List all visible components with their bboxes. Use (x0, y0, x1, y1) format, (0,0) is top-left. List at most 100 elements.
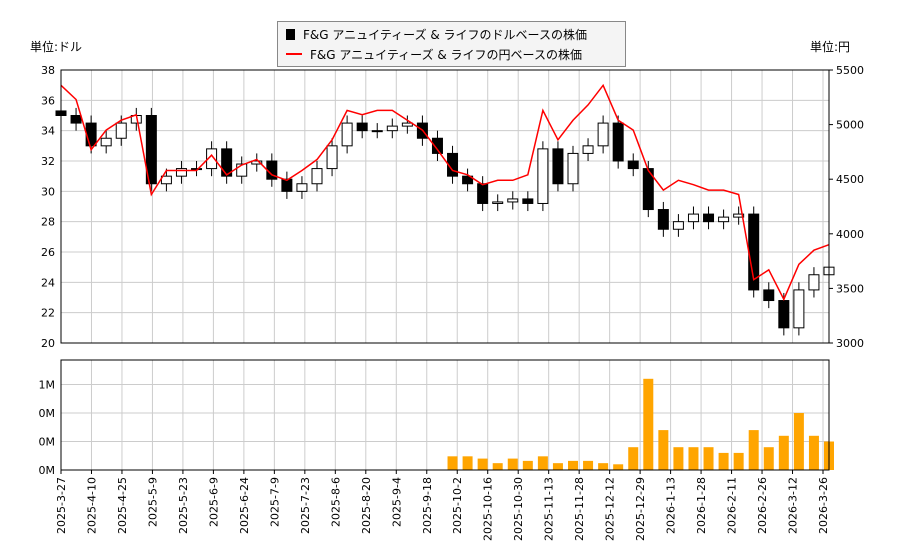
volume-bar (537, 456, 548, 470)
y-left-tick-label: 28 (41, 216, 55, 229)
y-left-tick-label: 24 (41, 276, 55, 289)
volume-bar (673, 447, 684, 470)
volume-bar (703, 447, 714, 470)
x-tick-label: 2025-9-18 (421, 477, 434, 534)
candle-body (733, 213, 745, 218)
x-tick-label: 2026-1-28 (695, 477, 708, 534)
candle-body (507, 198, 519, 203)
x-tick-label: 2025-11-28 (573, 477, 586, 541)
volume-bar (808, 435, 819, 470)
right-axis-unit: 単位:円 (810, 40, 851, 54)
y-left-tick-label: 30 (41, 185, 55, 198)
volume-bar (613, 464, 624, 470)
candle-body (431, 137, 443, 154)
x-tick-label: 2026-1-13 (665, 477, 678, 534)
x-tick-label: 2025-4-25 (116, 477, 129, 534)
candle-body (115, 122, 127, 139)
legend-line-icon (286, 53, 302, 55)
y-right-tick-label: 5000 (836, 119, 864, 132)
x-tick-label: 2025-12-29 (634, 477, 647, 541)
jpy-price-line (60, 83, 830, 302)
volume-bar (763, 447, 774, 470)
x-tick-label: 2025-4-10 (85, 477, 98, 534)
x-tick-label: 2025-6-9 (207, 477, 220, 527)
x-tick-label: 2025-8-20 (360, 477, 373, 534)
volume-tick-label: 0M (39, 464, 56, 477)
candle-body (206, 148, 218, 170)
x-tick-label: 2025-9-4 (390, 477, 403, 527)
y-left-tick-label: 32 (41, 155, 55, 168)
x-tick-label: 2025-6-24 (238, 477, 251, 534)
candle-body (763, 289, 775, 302)
x-tick-label: 2025-3-27 (55, 477, 68, 534)
x-tick-label: 2026-2-11 (726, 477, 739, 534)
volume-bar (658, 430, 669, 470)
x-tick-label: 2025-10-16 (482, 477, 495, 541)
legend: F&G アニュイティーズ & ライフのドルベースの株価 F&G アニュイティーズ… (277, 21, 626, 67)
volume-plot-frame (60, 359, 830, 471)
candle-body (386, 125, 398, 132)
volume-bar (688, 447, 699, 470)
legend-label-jpy: F&G アニュイティーズ & ライフの円ベースの株価 (310, 47, 582, 62)
candle-body (462, 175, 474, 185)
x-tick-label: 2025-12-12 (604, 477, 617, 541)
volume-tick-label: 0M (39, 436, 56, 449)
candle-body (175, 168, 187, 177)
volume-bar (643, 378, 654, 470)
volume-bar (778, 435, 789, 470)
x-tick-label: 2025-10-2 (451, 477, 464, 534)
volume-bar (628, 447, 639, 470)
volume-bar (492, 463, 503, 470)
x-tick-label: 2026-2-26 (756, 477, 769, 534)
candle-body (552, 148, 564, 185)
candle-body (326, 145, 338, 170)
y-left-tick-label: 38 (41, 64, 55, 77)
candle-body (356, 122, 368, 132)
x-tick-label: 2025-5-9 (146, 477, 159, 527)
candle-body (371, 130, 383, 133)
x-tick-label: 2025-7-23 (299, 477, 312, 534)
volume-bar (598, 463, 609, 470)
candle-body (341, 122, 353, 147)
candle-body (236, 163, 248, 177)
volume-bar (522, 460, 533, 470)
x-tick-label: 2026-3-26 (817, 477, 830, 534)
volume-tick-label: 0M (39, 407, 56, 420)
volume-bar (477, 458, 488, 470)
volume-bar (568, 460, 578, 470)
volume-bar (733, 452, 744, 470)
y-left-tick-label: 20 (41, 337, 55, 350)
volume-bar (552, 463, 563, 470)
volume-tick-label: 1M (39, 379, 56, 392)
volume-bar (507, 458, 518, 470)
volume-bar (583, 460, 594, 470)
legend-item-jpy: F&G アニュイティーズ & ライフの円ベースの株価 (286, 44, 582, 64)
candle-body (522, 198, 534, 204)
candle-body (612, 122, 624, 162)
candle-body (401, 122, 413, 127)
candle-body (703, 213, 715, 223)
candle-body (477, 183, 489, 204)
candle-body (70, 115, 82, 124)
volume-bar (718, 452, 729, 470)
candle-body (778, 300, 790, 329)
candle-body (582, 145, 594, 154)
candle-body (221, 148, 233, 177)
y-right-tick-label: 5500 (836, 64, 864, 77)
y-left-tick-label: 26 (41, 246, 55, 259)
candle-body (657, 209, 669, 230)
candle-body (567, 152, 579, 185)
candle-body (296, 183, 308, 192)
y-left-tick-label: 34 (41, 125, 55, 138)
volume-bar (462, 456, 473, 470)
candle-body (100, 137, 112, 147)
left-axis-unit: 単位:ドル (30, 40, 83, 54)
y-right-tick-label: 3500 (836, 282, 864, 295)
candle-body (311, 168, 323, 185)
candle-body (537, 148, 549, 204)
y-right-tick-label: 3000 (836, 337, 864, 350)
x-tick-label: 2026-3-12 (787, 477, 800, 534)
candle-body (808, 274, 820, 291)
